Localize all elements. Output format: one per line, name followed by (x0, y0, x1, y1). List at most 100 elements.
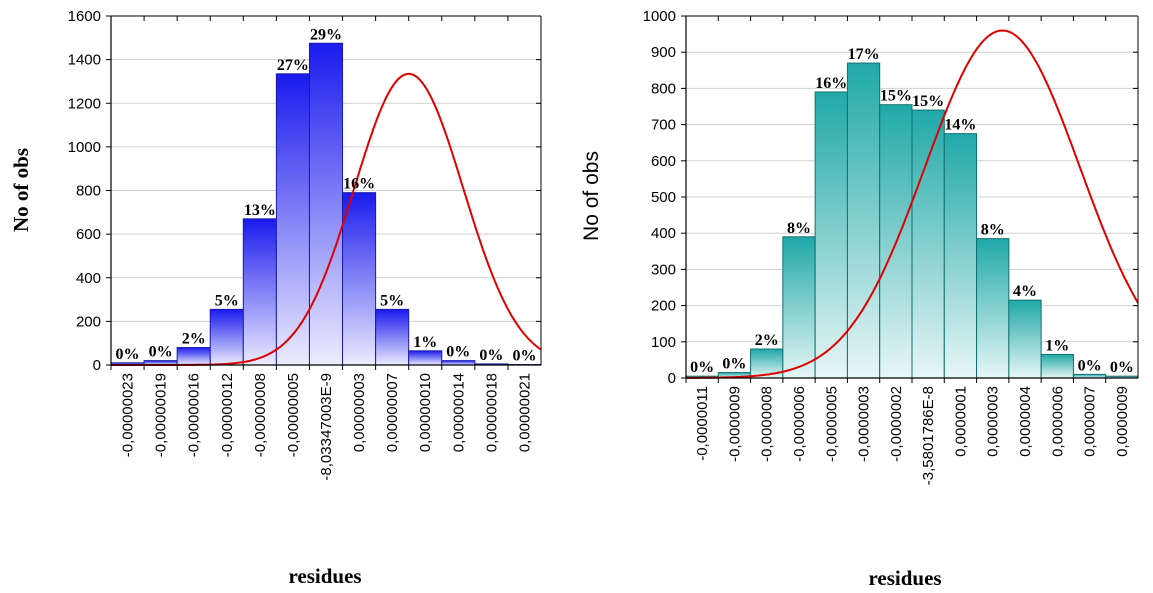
y-tick-label: 800 (651, 80, 676, 97)
bar-percent-label: 16% (815, 75, 847, 92)
x-tick-label: 0,0000004 (1017, 386, 1034, 457)
y-tick-label: 300 (651, 261, 676, 278)
bar-percent-label: 0% (149, 344, 173, 361)
bar-percent-label: 17% (848, 46, 880, 63)
bar-percent-label: 1% (1045, 337, 1069, 354)
x-tick-label: 0,00000014 (450, 373, 467, 452)
y-tick-label: 1600 (68, 8, 101, 25)
y-tick-label: 0 (93, 357, 101, 374)
histogram-bar (782, 236, 816, 379)
histogram-bar (209, 308, 244, 366)
y-tick-label: 0 (668, 370, 676, 387)
y-tick-label: 800 (76, 183, 101, 200)
histogram-bar (911, 109, 945, 379)
x-tick-label: 0,0000006 (1049, 386, 1066, 457)
histogram-bar (846, 62, 881, 379)
bar-percent-label: 14% (944, 117, 976, 134)
x-tick-label: 0,00000010 (417, 373, 434, 452)
x-tick-label: -0,0000006 (791, 386, 808, 462)
right-x-axis-label: residues (868, 566, 941, 590)
histogram-bar (1040, 353, 1074, 379)
y-tick-label: 400 (651, 225, 676, 242)
bar-percent-label: 8% (981, 222, 1005, 239)
x-tick-label: 0,00000021 (516, 373, 533, 452)
y-tick-label: 1000 (68, 139, 101, 156)
left-x-axis-label: residues (288, 564, 361, 588)
x-tick-label: -0,0000008 (759, 386, 776, 462)
histogram-bar (342, 192, 377, 366)
x-tick-label: -0,00000023 (120, 373, 137, 457)
bar-percent-label: 0% (479, 347, 503, 364)
x-tick-label: -0,0000005 (823, 386, 840, 462)
x-tick-label: 0,00000003 (351, 373, 368, 452)
x-tick-label: -0,0000011 (694, 386, 711, 461)
x-tick-label: -0,00000019 (153, 373, 170, 457)
left-bar-labels: 0% 0% 2% 5% 13% 27%29% 16% 5% 1% 0% 0% 0% (116, 26, 537, 364)
y-tick-label: 500 (651, 189, 676, 206)
bar-percent-label: 29% (310, 26, 342, 43)
bar-percent-label: 0% (446, 344, 470, 361)
bar-percent-label: 0% (722, 356, 746, 373)
y-tick-label: 600 (76, 226, 101, 243)
x-tick-label: 0,0000009 (1114, 386, 1131, 457)
y-tick-label: 200 (76, 313, 101, 330)
bar-percent-label: 15% (880, 88, 912, 105)
histogram-bar (308, 42, 344, 366)
left-y-axis-label: No of obs (9, 148, 33, 232)
x-tick-label: 0,00000018 (483, 373, 500, 452)
bar-percent-label: 0% (512, 348, 536, 365)
x-tick-label: -0,00000012 (219, 373, 236, 457)
bar-percent-label: 16% (343, 176, 375, 193)
right-bars (685, 62, 1139, 379)
right-y-axis-label: No of obs (580, 151, 603, 241)
bar-percent-label: 5% (215, 292, 239, 309)
bar-percent-label: 0% (1078, 357, 1102, 374)
x-tick-label: -0,0000003 (856, 386, 873, 462)
x-tick-label: -0,00000005 (285, 373, 302, 457)
bar-percent-label: 27% (277, 57, 309, 74)
bar-percent-label: 2% (755, 332, 779, 349)
histogram-bar (976, 238, 1010, 379)
y-tick-label: 1000 (643, 8, 676, 25)
histogram-bar (242, 218, 277, 366)
right-histogram: 0% 0%2%8%16%17%15% 15%14%8%4%1%0% 0% 010020… (580, 8, 1139, 590)
bar-percent-label: 4% (1013, 283, 1037, 300)
y-tick-label: 700 (651, 117, 676, 134)
histogram-bar (1008, 299, 1042, 379)
x-tick-label: 0,0000001 (952, 386, 969, 457)
bar-percent-label: 15% (912, 93, 944, 110)
bar-percent-label: 8% (787, 220, 811, 237)
bar-percent-label: 13% (244, 202, 276, 219)
x-tick-label: -0,0000009 (726, 386, 743, 462)
bar-percent-label: 5% (380, 292, 404, 309)
bar-percent-label: 2% (182, 331, 206, 348)
bar-percent-label: 0% (116, 346, 140, 363)
histogram-bar (375, 308, 410, 366)
x-tick-label: -0,0000002 (888, 386, 905, 462)
bar-percent-label: 1% (413, 334, 437, 351)
right-bar-labels: 0% 0%2%8%16%17%15% 15%14%8%4%1%0% 0% (690, 46, 1134, 376)
histogram-bar (441, 360, 476, 366)
bar-percent-label: 0% (690, 359, 714, 376)
right-normal-curve (686, 29, 1139, 379)
x-tick-label: -0,00000016 (186, 373, 203, 457)
y-tick-label: 100 (651, 334, 676, 351)
y-tick-label: 1200 (68, 95, 101, 112)
y-tick-label: 200 (651, 298, 676, 315)
x-tick-label: -0,00000008 (252, 373, 269, 457)
histogram-bar (408, 350, 443, 366)
y-tick-label: 600 (651, 153, 676, 170)
x-tick-label: 0,00000007 (384, 373, 401, 452)
y-tick-label: 900 (651, 44, 676, 61)
bar-percent-label: 0% (1110, 359, 1134, 376)
left-x-ticks: -0,00000023 -0,00000019 -0,00000016 -0,0000… (110, 365, 533, 481)
y-tick-label: 400 (76, 270, 101, 287)
right-x-ticks: -0,0000011 -0,0000009 -0,0000008 -0,0000006… (685, 378, 1131, 485)
x-tick-label: 0,0000003 (985, 386, 1002, 457)
x-tick-label: -8,03347003E-9 (318, 373, 335, 481)
histogram-bar (814, 91, 848, 379)
left-bars (110, 42, 542, 366)
histogram-bar (275, 73, 310, 366)
left-histogram: 0% 0% 2% 5% 13% 27%29% 16% 5% 1% 0% 0% 0% 0 200 400 60… (9, 8, 542, 588)
